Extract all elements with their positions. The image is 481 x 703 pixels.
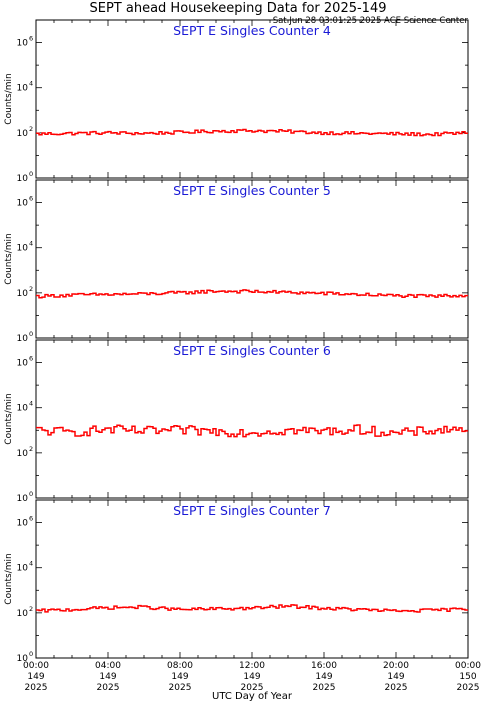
- x-tick-label-time: 12:00: [239, 661, 265, 671]
- panel-title: SEPT E Singles Counter 5: [173, 183, 331, 198]
- y-tick-label: 10: [17, 564, 29, 574]
- plot-frame: [35, 19, 469, 179]
- y-tick-label: 10: [17, 609, 29, 619]
- y-tick-exponent: 4: [29, 80, 33, 88]
- y-tick-exponent: 0: [29, 330, 33, 338]
- x-tick-label-doy: 149: [171, 672, 188, 682]
- y-tick-label: 10: [17, 334, 29, 344]
- y-axis-title: Counts/min: [4, 73, 14, 124]
- y-tick-exponent: 6: [29, 355, 33, 363]
- y-tick-label: 10: [17, 494, 29, 504]
- y-tick-label: 10: [17, 174, 29, 184]
- y-tick-exponent: 2: [29, 285, 33, 293]
- y-tick-exponent: 2: [29, 445, 33, 453]
- figure-title: SEPT ahead Housekeeping Data for 2025-14…: [90, 1, 387, 16]
- series-line: [36, 424, 468, 438]
- y-tick-exponent: 6: [29, 515, 33, 523]
- y-tick-exponent: 4: [29, 560, 33, 568]
- x-tick-label-time: 04:00: [95, 661, 121, 671]
- x-tick-label-doy: 149: [27, 672, 44, 682]
- x-tick-label-doy: 149: [99, 672, 116, 682]
- y-tick-exponent: 4: [29, 240, 33, 248]
- y-axis-title: Counts/min: [4, 233, 14, 284]
- y-tick-exponent: 0: [29, 170, 33, 178]
- y-tick-label: 10: [17, 199, 29, 209]
- plot-frame: [35, 339, 469, 499]
- x-tick-label-time: 00:00: [455, 661, 481, 671]
- x-tick-label-year: 2025: [169, 683, 192, 693]
- y-tick-exponent: 2: [29, 605, 33, 613]
- y-tick-label: 10: [17, 404, 29, 414]
- series-line: [36, 289, 468, 299]
- x-axis-labels: 00:00149202504:00149202508:00149202512:0…: [23, 661, 481, 693]
- x-tick-label-time: 00:00: [23, 661, 49, 671]
- y-tick-exponent: 4: [29, 400, 33, 408]
- x-tick-label-year: 2025: [385, 683, 408, 693]
- y-tick-label: 10: [17, 359, 29, 369]
- y-tick-label: 10: [17, 129, 29, 139]
- x-tick-label-doy: 150: [459, 672, 476, 682]
- y-tick-exponent: 6: [29, 35, 33, 43]
- y-tick-exponent: 6: [29, 195, 33, 203]
- x-tick-label-year: 2025: [25, 683, 48, 693]
- series-line: [36, 604, 468, 613]
- y-axis-title: Counts/min: [4, 393, 14, 444]
- x-axis-title: UTC Day of Year: [212, 691, 293, 702]
- x-tick-label-time: 20:00: [383, 661, 409, 671]
- y-tick-label: 10: [17, 244, 29, 254]
- x-tick-label-doy: 149: [315, 672, 332, 682]
- y-tick-label: 10: [17, 519, 29, 529]
- y-axis-title: Counts/min: [4, 553, 14, 604]
- x-tick-label-doy: 149: [243, 672, 260, 682]
- x-tick-label-doy: 149: [387, 672, 404, 682]
- timestamp-label: Sat Jun 28 03:01:25 2025 ACE Science Cen…: [273, 16, 469, 26]
- y-tick-label: 10: [17, 289, 29, 299]
- x-tick-label-year: 2025: [313, 683, 336, 693]
- y-tick-exponent: 0: [29, 490, 33, 498]
- panel-title: SEPT E Singles Counter 4: [173, 23, 331, 38]
- x-tick-label-year: 2025: [457, 683, 480, 693]
- series-line: [36, 128, 468, 137]
- x-tick-label-time: 08:00: [167, 661, 193, 671]
- x-tick-label-year: 2025: [97, 683, 120, 693]
- y-tick-exponent: 0: [29, 650, 33, 658]
- y-tick-label: 10: [17, 39, 29, 49]
- y-tick-label: 10: [17, 654, 29, 664]
- x-tick-label-time: 16:00: [311, 661, 337, 671]
- x-tick-label-year: 2025: [241, 683, 264, 693]
- plot-frame: [35, 499, 469, 659]
- plot-frame: [35, 179, 469, 339]
- y-tick-label: 10: [17, 84, 29, 94]
- y-tick-label: 10: [17, 449, 29, 459]
- panel-title: SEPT E Singles Counter 7: [173, 503, 331, 518]
- panel-title: SEPT E Singles Counter 6: [173, 343, 331, 358]
- y-tick-exponent: 2: [29, 125, 33, 133]
